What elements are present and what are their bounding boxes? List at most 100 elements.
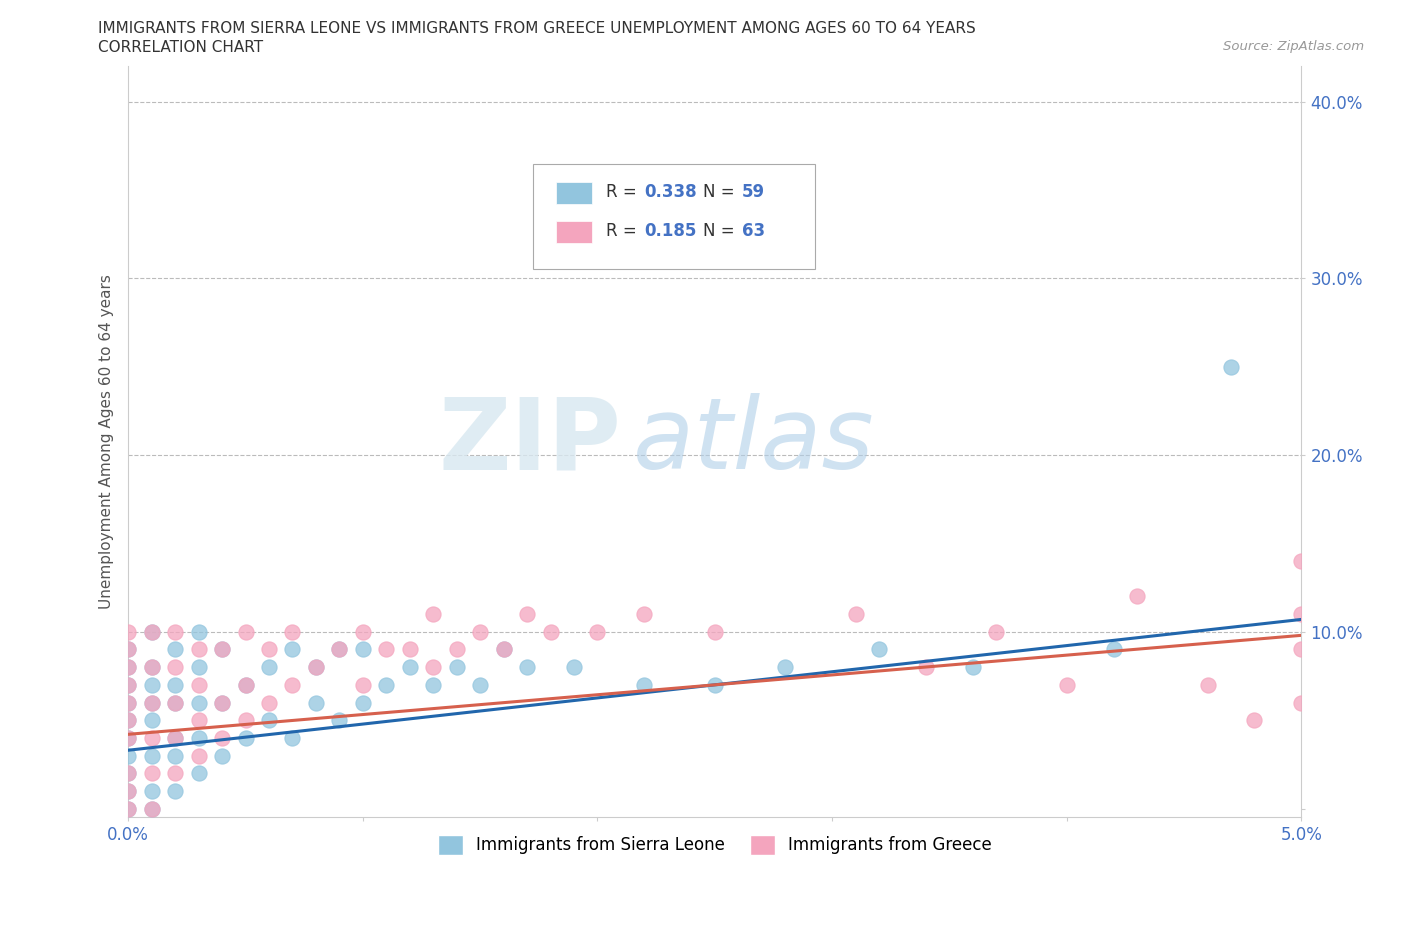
Point bbox=[281, 730, 304, 745]
Point bbox=[235, 624, 257, 639]
Point bbox=[165, 765, 187, 780]
Text: N =: N = bbox=[703, 222, 740, 241]
Point bbox=[141, 659, 163, 674]
Point bbox=[257, 659, 280, 674]
Point bbox=[516, 606, 538, 621]
Point bbox=[422, 659, 444, 674]
Point bbox=[117, 801, 139, 816]
Point bbox=[211, 642, 233, 657]
Text: 0.185: 0.185 bbox=[644, 222, 697, 241]
Point bbox=[470, 677, 492, 692]
Point bbox=[211, 642, 233, 657]
Point bbox=[1126, 589, 1149, 604]
Point bbox=[141, 748, 163, 763]
Point bbox=[211, 730, 233, 745]
Point bbox=[328, 712, 350, 727]
Point bbox=[1291, 642, 1313, 657]
Point bbox=[773, 253, 796, 268]
Point bbox=[165, 659, 187, 674]
Point bbox=[187, 659, 209, 674]
Point bbox=[117, 642, 139, 657]
Point bbox=[141, 712, 163, 727]
Point bbox=[962, 659, 984, 674]
Point bbox=[211, 695, 233, 710]
Point bbox=[117, 801, 139, 816]
Text: R =: R = bbox=[606, 222, 641, 241]
Point bbox=[117, 677, 139, 692]
Point bbox=[117, 677, 139, 692]
Point bbox=[516, 659, 538, 674]
Point bbox=[328, 642, 350, 657]
Point bbox=[165, 695, 187, 710]
Point bbox=[141, 677, 163, 692]
Point bbox=[375, 677, 398, 692]
Point bbox=[117, 642, 139, 657]
Point bbox=[211, 695, 233, 710]
Point bbox=[141, 730, 163, 745]
Point bbox=[165, 748, 187, 763]
Point bbox=[165, 642, 187, 657]
Point bbox=[187, 765, 209, 780]
Point bbox=[117, 712, 139, 727]
Point bbox=[117, 783, 139, 798]
Point bbox=[492, 642, 515, 657]
Point bbox=[398, 659, 420, 674]
Text: 63: 63 bbox=[742, 222, 765, 241]
Point bbox=[117, 730, 139, 745]
Text: R =: R = bbox=[606, 183, 641, 202]
Point bbox=[986, 624, 1008, 639]
Point bbox=[141, 765, 163, 780]
Point bbox=[633, 677, 655, 692]
Point bbox=[117, 748, 139, 763]
Point bbox=[165, 624, 187, 639]
Point bbox=[165, 695, 187, 710]
Text: 0.338: 0.338 bbox=[644, 183, 697, 202]
Point bbox=[915, 659, 938, 674]
Point bbox=[257, 712, 280, 727]
Y-axis label: Unemployment Among Ages 60 to 64 years: Unemployment Among Ages 60 to 64 years bbox=[100, 274, 114, 609]
Point bbox=[141, 695, 163, 710]
Point bbox=[187, 695, 209, 710]
Point bbox=[446, 659, 468, 674]
Point bbox=[235, 677, 257, 692]
Point bbox=[1056, 677, 1078, 692]
Point bbox=[187, 712, 209, 727]
Point bbox=[257, 695, 280, 710]
Point bbox=[117, 659, 139, 674]
Point bbox=[470, 624, 492, 639]
Point bbox=[165, 783, 187, 798]
Point bbox=[446, 642, 468, 657]
Point bbox=[117, 712, 139, 727]
Point bbox=[773, 659, 796, 674]
Point bbox=[1102, 642, 1125, 657]
Point bbox=[845, 606, 868, 621]
Point bbox=[141, 695, 163, 710]
Point bbox=[117, 765, 139, 780]
Point bbox=[375, 642, 398, 657]
Point bbox=[1197, 677, 1219, 692]
Point bbox=[281, 624, 304, 639]
Point bbox=[117, 624, 139, 639]
Point bbox=[352, 624, 374, 639]
Point bbox=[187, 748, 209, 763]
Text: 59: 59 bbox=[742, 183, 765, 202]
Point bbox=[235, 712, 257, 727]
Point bbox=[165, 677, 187, 692]
Point bbox=[352, 695, 374, 710]
Text: atlas: atlas bbox=[633, 393, 875, 490]
Point bbox=[141, 659, 163, 674]
Point bbox=[1291, 606, 1313, 621]
Point bbox=[328, 642, 350, 657]
Point bbox=[586, 624, 609, 639]
Point bbox=[1220, 359, 1243, 374]
Point bbox=[235, 730, 257, 745]
Point bbox=[281, 677, 304, 692]
Point bbox=[141, 624, 163, 639]
Point bbox=[1291, 695, 1313, 710]
Point bbox=[352, 677, 374, 692]
Point bbox=[187, 642, 209, 657]
Point bbox=[305, 659, 328, 674]
Point bbox=[868, 642, 890, 657]
Legend: Immigrants from Sierra Leone, Immigrants from Greece: Immigrants from Sierra Leone, Immigrants… bbox=[432, 828, 998, 862]
Text: IMMIGRANTS FROM SIERRA LEONE VS IMMIGRANTS FROM GREECE UNEMPLOYMENT AMONG AGES 6: IMMIGRANTS FROM SIERRA LEONE VS IMMIGRAN… bbox=[98, 21, 976, 36]
